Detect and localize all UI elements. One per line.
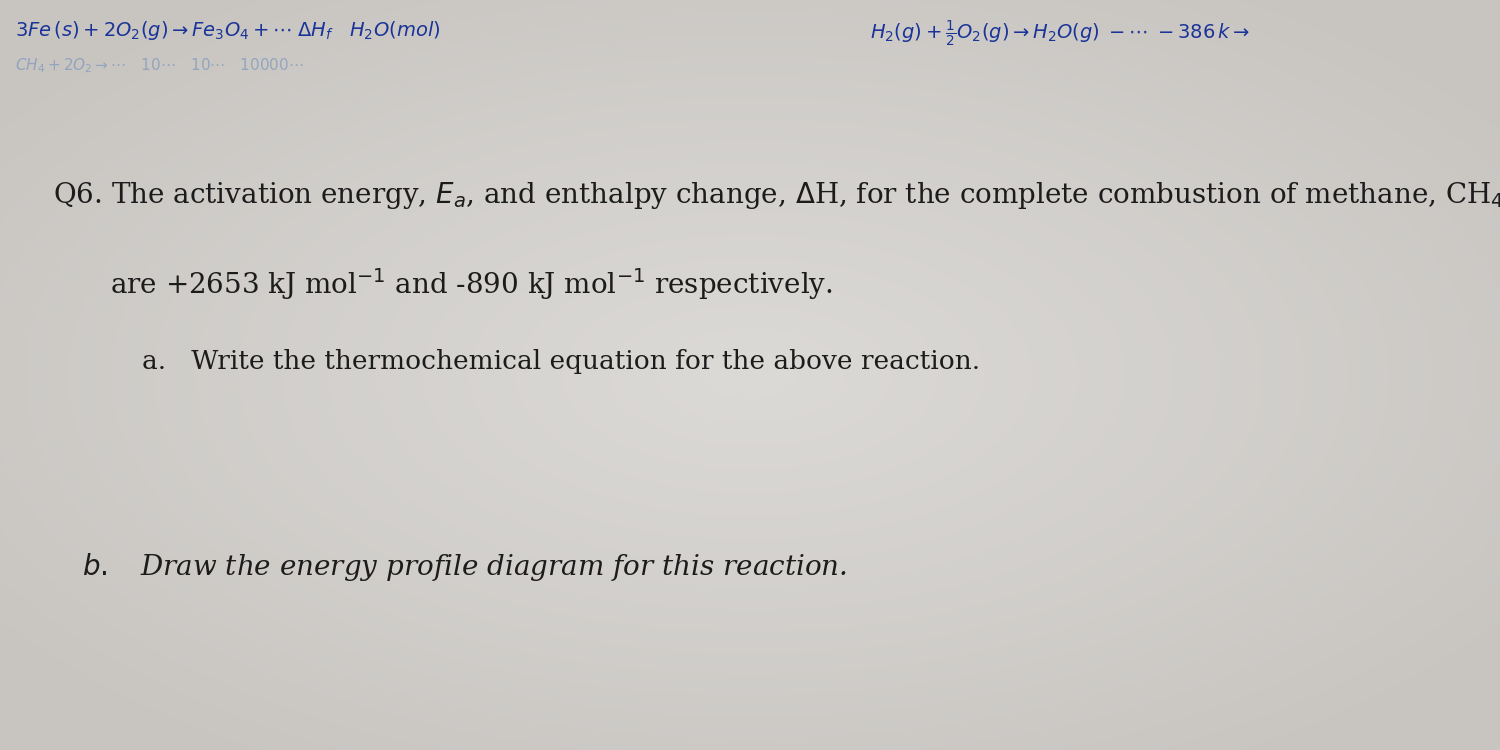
Text: $H_2(g)+\frac{1}{2}O_2(g) \rightarrow H_2O(g)\;-\cdots\;-386\,k\rightarrow$: $H_2(g)+\frac{1}{2}O_2(g) \rightarrow H_…: [870, 19, 1251, 49]
Text: $3Fe\,(s)+2O_2(g) \rightarrow Fe_3O_4 +\cdots\;\Delta H_f$   $H_2O(mol)$: $3Fe\,(s)+2O_2(g) \rightarrow Fe_3O_4 +\…: [15, 19, 441, 42]
Text: a.   Write the thermochemical equation for the above reaction.: a. Write the thermochemical equation for…: [142, 349, 981, 374]
Text: $CH_4 + 2O_2 \rightarrow\cdots\quad 10\cdots\quad 10\cdots\quad 10000\cdots$: $CH_4 + 2O_2 \rightarrow\cdots\quad 10\c…: [15, 56, 304, 75]
Text: are +2653 kJ mol$^{-1}$ and -890 kJ mol$^{-1}$ respectively.: are +2653 kJ mol$^{-1}$ and -890 kJ mol$…: [110, 266, 833, 302]
Text: $b.$   Draw the energy profile diagram for this reaction.: $b.$ Draw the energy profile diagram for…: [82, 551, 847, 584]
Text: Q6. The activation energy, $E_a$, and enthalpy change, $\Delta$H, for the comple: Q6. The activation energy, $E_a$, and en…: [53, 180, 1500, 211]
